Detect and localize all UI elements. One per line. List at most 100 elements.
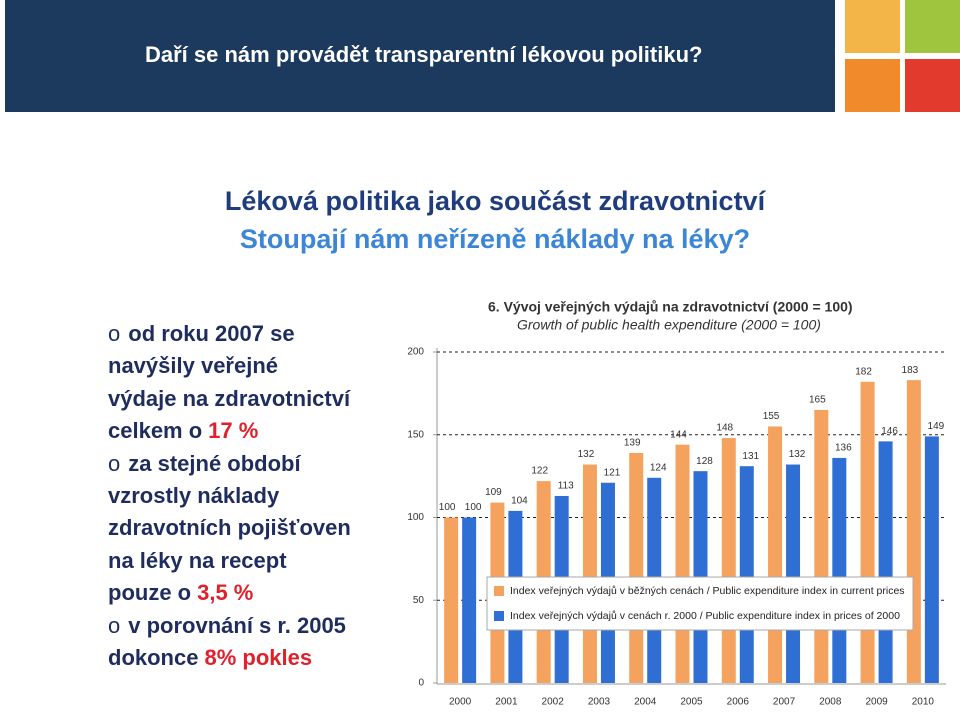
value-label: 165: [809, 395, 826, 406]
heading: Léková politika jako součást zdravotnict…: [224, 186, 766, 216]
bar: [582, 464, 597, 683]
subheading: Stoupají nám neřízeně náklady na léky?: [239, 224, 751, 254]
value-label: 100: [465, 502, 482, 513]
bar: [878, 441, 893, 683]
bar: [721, 438, 736, 683]
bar: [924, 436, 939, 683]
x-tick-label: 2007: [773, 697, 796, 708]
bullet-line: navýšily veřejné: [108, 350, 351, 382]
legend-box: [486, 576, 914, 631]
highlight: 17 %: [208, 418, 259, 444]
bullet-text: vzrostly náklady: [108, 483, 280, 509]
legend-label: Index veřejných výdajů v cenách r. 2000 …: [510, 610, 900, 622]
legend-label: Index veřejných výdajů v běžných cenách …: [510, 585, 905, 597]
bullet-line: o v porovnání s r. 2005: [108, 610, 351, 642]
slide-title: Daří se nám provádět transparentní lékov…: [145, 42, 703, 67]
value-label: 155: [763, 411, 780, 422]
x-tick-label: 2009: [865, 697, 888, 708]
bar: [739, 466, 754, 683]
bullet-text: pouze o: [108, 580, 192, 606]
value-label: 128: [696, 456, 713, 467]
value-label: 182: [855, 366, 872, 377]
bar: [675, 444, 690, 683]
bullet-text: výdaje na zdravotnictví: [108, 385, 351, 411]
chart-title: 6. Vývoj veřejných výdajů na zdravotnict…: [488, 299, 853, 315]
bullet-line: pouze o 3,5 %: [108, 577, 351, 609]
bar: [814, 409, 829, 683]
bar: [444, 517, 459, 683]
value-label: 132: [789, 449, 806, 460]
bar: [906, 380, 921, 683]
x-tick-label: 2004: [634, 697, 657, 708]
bar: [629, 452, 644, 683]
bar: [786, 464, 801, 683]
chart-subtitle: Growth of public health expenditure (200…: [517, 317, 821, 333]
x-tick-label: 2002: [542, 697, 565, 708]
bullet-marker: o: [108, 612, 121, 638]
bullet-text: navýšily veřejné: [108, 353, 279, 379]
bullet-text: zdravotních pojišťoven: [108, 515, 351, 541]
value-label: 131: [742, 451, 759, 462]
legend-swatch: [494, 611, 504, 621]
x-tick-label: 2006: [727, 697, 750, 708]
bullet-text: celkem o: [108, 418, 203, 444]
value-label: 148: [716, 423, 733, 434]
bullet-line: zdravotních pojišťoven: [108, 512, 351, 544]
bullet-line: o za stejné období: [108, 448, 351, 480]
decor-square: [845, 0, 900, 53]
value-label: 132: [578, 449, 595, 460]
y-tick-label: 150: [407, 429, 424, 440]
value-label: 113: [558, 481, 574, 492]
bar: [462, 517, 477, 683]
bullet-line: na léky na recept: [108, 545, 351, 577]
bullet-line: dokonce 8% pokles: [108, 642, 351, 674]
bar: [832, 457, 847, 683]
x-tick-label: 2005: [680, 697, 703, 708]
highlight: 8% pokles: [204, 645, 313, 671]
value-label: 136: [835, 443, 852, 454]
y-tick-label: 50: [413, 595, 425, 606]
value-label: 104: [511, 496, 528, 507]
bar: [860, 381, 875, 683]
x-tick-label: 2008: [819, 697, 842, 708]
bullet-text: na léky na recept: [108, 547, 287, 573]
value-label: 149: [928, 421, 945, 432]
value-label: 121: [604, 467, 621, 478]
legend-swatch: [494, 586, 504, 596]
bullet-text: dokonce: [108, 645, 199, 671]
value-label: 100: [439, 502, 456, 513]
x-tick-label: 2003: [588, 697, 611, 708]
bullet-line: o od roku 2007 se: [108, 318, 351, 350]
value-label: 122: [531, 466, 548, 477]
x-tick-label: 2010: [912, 697, 935, 708]
x-tick-label: 2001: [495, 697, 518, 708]
y-tick-label: 200: [407, 347, 424, 358]
bar: [768, 426, 783, 683]
value-label: 183: [902, 365, 919, 376]
decor-square: [905, 59, 960, 112]
decor-square: [905, 0, 960, 53]
y-tick-label: 100: [407, 512, 424, 523]
value-label: 146: [881, 426, 898, 437]
bullet-list: o od roku 2007 se navýšily veřejné výdaje n…: [108, 318, 351, 674]
value-label: 144: [670, 429, 687, 440]
bullet-text: od roku 2007 se: [128, 321, 295, 346]
bullet-marker: o: [108, 450, 121, 476]
bullet-marker: o: [108, 321, 121, 346]
x-tick-label: 2000: [449, 697, 472, 708]
decor-square: [845, 59, 900, 112]
value-label: 124: [650, 462, 667, 473]
bullet-line: vzrostly náklady: [108, 480, 351, 512]
bullet: o od roku 2007 se navýšily veřejné výdaje n…: [108, 318, 351, 448]
highlight: 3,5 %: [197, 580, 254, 606]
y-tick-label: 0: [418, 678, 424, 689]
value-label: 109: [485, 487, 502, 498]
bullet-text: v porovnání s r. 2005: [128, 612, 346, 638]
bullet-line: výdaje na zdravotnictví: [108, 383, 351, 415]
banner: Daří se nám provádět transparentní lékov…: [5, 0, 835, 112]
value-label: 139: [624, 438, 641, 449]
bullet-line: celkem o 17 %: [108, 415, 351, 447]
bullet: o za stejné období vzrostly náklady zdravot…: [108, 448, 351, 610]
